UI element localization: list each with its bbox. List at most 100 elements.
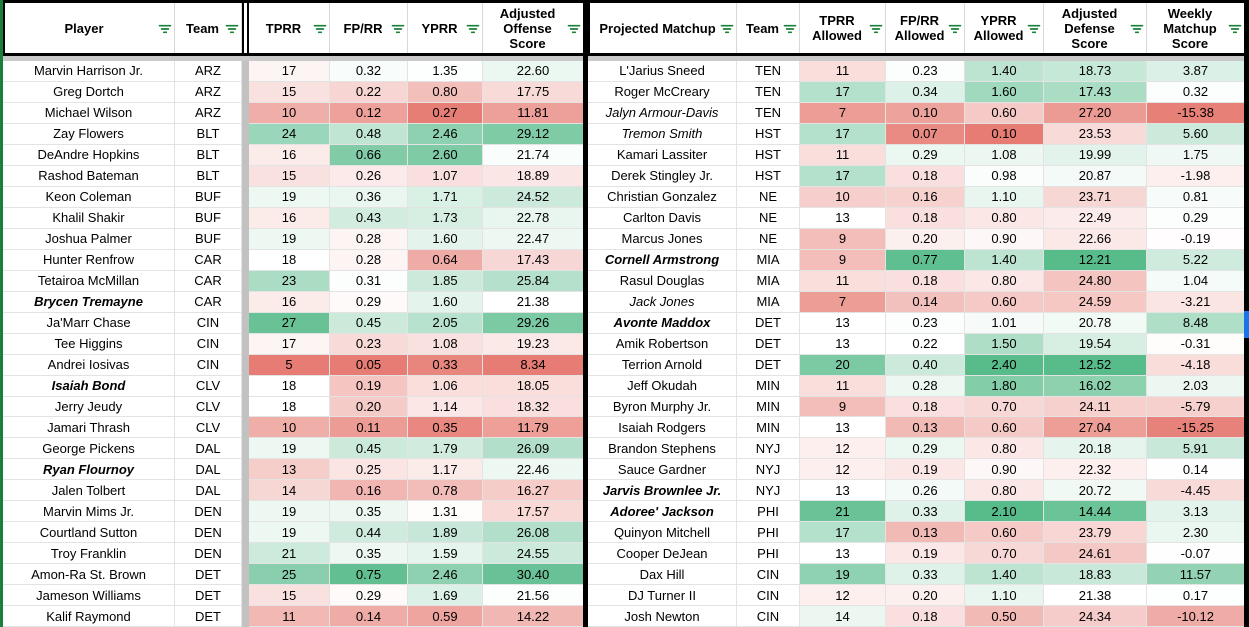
cell-fprr[interactable]: 0.20 <box>330 396 408 418</box>
cell-name[interactable]: Carlton Davis <box>588 207 737 229</box>
cell-fprr[interactable]: 0.29 <box>330 291 408 313</box>
cell-yprr[interactable]: 0.80 <box>965 480 1044 502</box>
cell-name[interactable]: Cooper DeJean <box>588 543 737 565</box>
cell-fprr[interactable]: 0.22 <box>886 333 965 355</box>
cell-team[interactable]: DET <box>737 354 800 376</box>
cell-team[interactable]: MIA <box>737 249 800 271</box>
cell-yprr[interactable]: 0.78 <box>408 480 483 502</box>
cell-score[interactable]: 21.38 <box>1044 585 1147 607</box>
cell-yprr[interactable]: 1.89 <box>408 522 483 544</box>
cell-score[interactable]: 19.54 <box>1044 333 1147 355</box>
cell-fprr[interactable]: 0.28 <box>886 375 965 397</box>
cell-score[interactable]: 24.80 <box>1044 270 1147 292</box>
cell-fprr[interactable]: 0.33 <box>886 564 965 586</box>
cell-score[interactable]: 27.04 <box>1044 417 1147 439</box>
cell-fprr[interactable]: 0.23 <box>886 312 965 334</box>
cell-fprr[interactable]: 0.16 <box>330 480 408 502</box>
cell-fprr[interactable]: 0.23 <box>330 333 408 355</box>
cell-fprr[interactable]: 0.19 <box>330 375 408 397</box>
cell-score[interactable]: 23.53 <box>1044 123 1147 145</box>
cell-tprr[interactable]: 18 <box>249 396 330 418</box>
cell-team[interactable]: MIA <box>737 270 800 292</box>
cell-weekly[interactable]: 11.57 <box>1147 564 1244 586</box>
cell-team[interactable]: CIN <box>737 564 800 586</box>
cell-team[interactable]: MIN <box>737 417 800 439</box>
cell-yprr[interactable]: 1.40 <box>965 249 1044 271</box>
cell-team[interactable]: MIA <box>737 291 800 313</box>
cell-yprr[interactable]: 1.69 <box>408 585 483 607</box>
cell-name[interactable]: Ja'Marr Chase <box>3 312 175 334</box>
cell-name[interactable]: Terrion Arnold <box>588 354 737 376</box>
cell-yprr[interactable]: 1.40 <box>965 564 1044 586</box>
cell-score[interactable]: 24.61 <box>1044 543 1147 565</box>
cell-score[interactable]: 18.32 <box>483 396 583 418</box>
cell-fprr[interactable]: 0.36 <box>330 186 408 208</box>
cell-score[interactable]: 21.38 <box>483 291 583 313</box>
cell-fprr[interactable]: 0.48 <box>330 123 408 145</box>
cell-team[interactable]: HST <box>737 123 800 145</box>
cell-name[interactable]: DJ Turner II <box>588 585 737 607</box>
cell-team[interactable]: BLT <box>175 144 242 166</box>
cell-tprr[interactable]: 10 <box>800 186 886 208</box>
cell-tprr[interactable]: 10 <box>249 102 330 124</box>
cell-score[interactable]: 27.20 <box>1044 102 1147 124</box>
cell-score[interactable]: 23.79 <box>1044 522 1147 544</box>
cell-tprr[interactable]: 11 <box>800 61 886 82</box>
cell-weekly[interactable]: -0.19 <box>1147 228 1244 250</box>
cell-name[interactable]: DeAndre Hopkins <box>3 144 175 166</box>
cell-fprr[interactable]: 0.44 <box>330 522 408 544</box>
cell-weekly[interactable]: -4.18 <box>1147 354 1244 376</box>
cell-yprr[interactable]: 2.46 <box>408 123 483 145</box>
cell-team[interactable]: TEN <box>737 102 800 124</box>
cell-tprr[interactable]: 17 <box>800 165 886 187</box>
cell-fprr[interactable]: 0.45 <box>330 312 408 334</box>
cell-tprr[interactable]: 7 <box>800 102 886 124</box>
cell-tprr[interactable]: 19 <box>800 564 886 586</box>
cell-tprr[interactable]: 14 <box>249 480 330 502</box>
cell-weekly[interactable]: 5.22 <box>1147 249 1244 271</box>
cell-score[interactable]: 21.56 <box>483 585 583 607</box>
cell-name[interactable]: Marcus Jones <box>588 228 737 250</box>
cell-name[interactable]: George Pickens <box>3 438 175 460</box>
cell-team[interactable]: TEN <box>737 61 800 82</box>
cell-tprr[interactable]: 13 <box>800 207 886 229</box>
cell-fprr[interactable]: 0.25 <box>330 459 408 481</box>
cell-name[interactable]: Rashod Bateman <box>3 165 175 187</box>
cell-weekly[interactable]: -10.12 <box>1147 606 1244 627</box>
cell-tprr[interactable]: 19 <box>249 228 330 250</box>
cell-yprr[interactable]: 0.60 <box>965 417 1044 439</box>
cell-weekly[interactable]: 3.87 <box>1147 61 1244 82</box>
cell-team[interactable]: BUF <box>175 228 242 250</box>
cell-score[interactable]: 24.11 <box>1044 396 1147 418</box>
cell-score[interactable]: 17.43 <box>1044 81 1147 103</box>
cell-yprr[interactable]: 0.60 <box>965 102 1044 124</box>
cell-yprr[interactable]: 1.60 <box>408 291 483 313</box>
cell-tprr[interactable]: 18 <box>249 249 330 271</box>
cell-tprr[interactable]: 15 <box>249 165 330 187</box>
cell-name[interactable]: Greg Dortch <box>3 81 175 103</box>
cell-tprr[interactable]: 9 <box>800 396 886 418</box>
cell-tprr[interactable]: 15 <box>249 585 330 607</box>
cell-yprr[interactable]: 1.80 <box>965 375 1044 397</box>
filter-icon[interactable] <box>1130 23 1144 34</box>
cell-team[interactable]: NYJ <box>737 459 800 481</box>
cell-weekly[interactable]: -4.45 <box>1147 480 1244 502</box>
filter-icon[interactable] <box>720 23 734 34</box>
cell-team[interactable]: PHI <box>737 501 800 523</box>
cell-name[interactable]: Quinyon Mitchell <box>588 522 737 544</box>
cell-tprr[interactable]: 19 <box>249 501 330 523</box>
cell-tprr[interactable]: 12 <box>800 438 886 460</box>
cell-score[interactable]: 20.78 <box>1044 312 1147 334</box>
cell-fprr[interactable]: 0.18 <box>886 207 965 229</box>
cell-yprr[interactable]: 1.31 <box>408 501 483 523</box>
cell-weekly[interactable]: -3.21 <box>1147 291 1244 313</box>
cell-team[interactable]: BLT <box>175 165 242 187</box>
cell-yprr[interactable]: 0.80 <box>965 270 1044 292</box>
cell-score[interactable]: 21.74 <box>483 144 583 166</box>
filter-icon[interactable] <box>567 23 581 34</box>
filter-icon[interactable] <box>158 23 172 34</box>
cell-fprr[interactable]: 0.28 <box>330 249 408 271</box>
cell-score[interactable]: 20.18 <box>1044 438 1147 460</box>
cell-score[interactable]: 22.66 <box>1044 228 1147 250</box>
cell-team[interactable]: DEN <box>175 522 242 544</box>
